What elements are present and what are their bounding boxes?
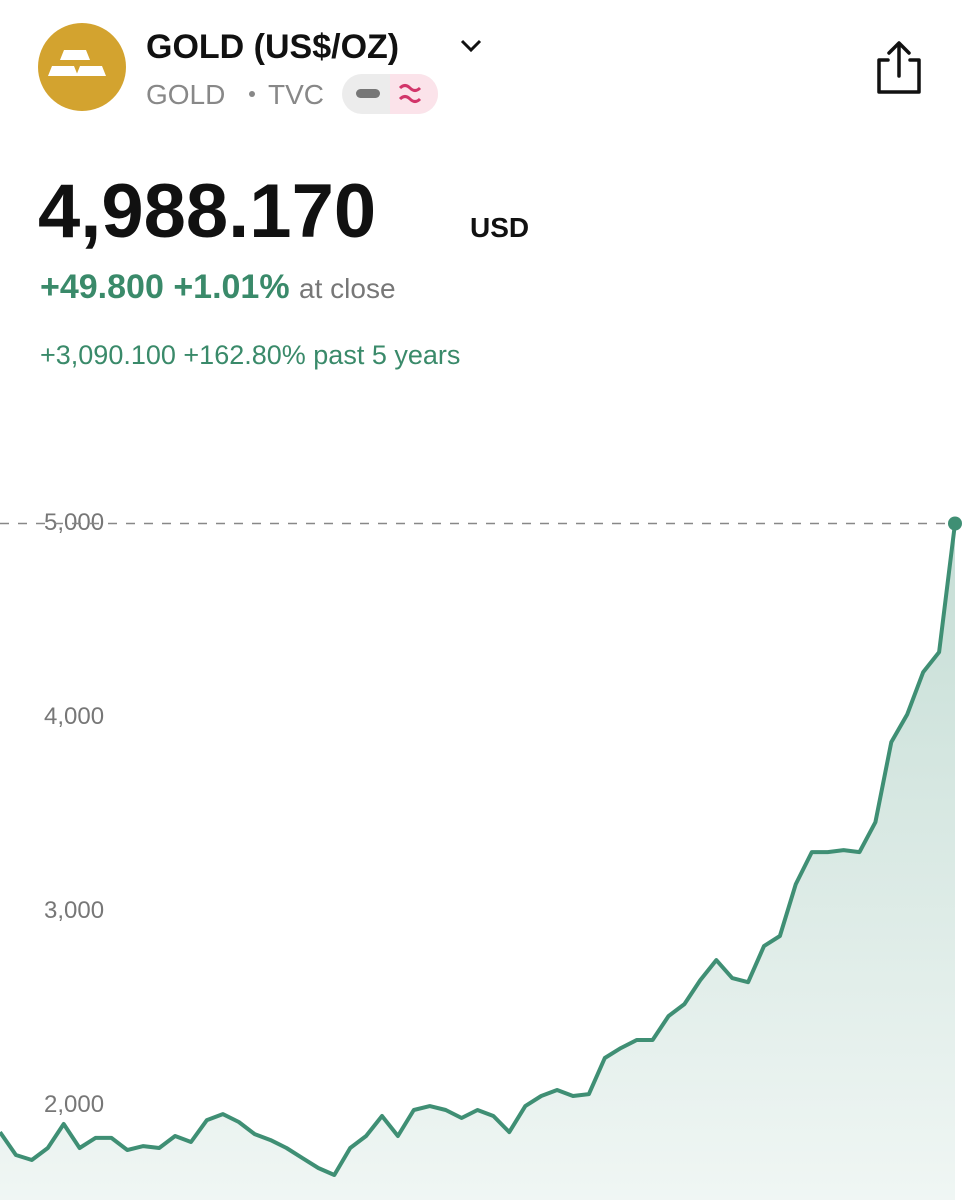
share-button[interactable] <box>877 41 921 94</box>
y-tick-label: 2,000 <box>44 1091 104 1118</box>
chevron[interactable] <box>460 39 482 53</box>
y-tick-label: 5,000 <box>44 509 104 536</box>
price: 4,988.170 <box>38 169 376 254</box>
currency: USD <box>470 212 529 243</box>
last-point <box>948 516 962 531</box>
period-change-percent: +162.80% <box>183 340 305 370</box>
change-percent: +1.01% <box>173 268 289 306</box>
status-pill[interactable] <box>342 74 438 114</box>
price-line <box>0 523 957 1177</box>
chart: 2,000 3,000 4,000 5,000 <box>0 509 962 1200</box>
area <box>0 523 955 1200</box>
gold-icon <box>38 23 126 111</box>
period-line: +3,090.100 +162.80% past 5 years <box>40 340 460 370</box>
status: at close <box>299 273 396 304</box>
separator <box>249 91 255 97</box>
period: past 5 years <box>313 340 460 370</box>
change: +49.800 <box>40 268 164 306</box>
exchange: TVC <box>268 79 324 110</box>
change-line: +49.800 +1.01% at close <box>40 268 396 306</box>
y-tick-label: 3,000 <box>44 897 104 924</box>
symbol: GOLD <box>146 79 225 110</box>
symbol-title[interactable]: GOLD (US$/OZ) <box>146 28 399 66</box>
y-tick-label: 4,000 <box>44 703 104 730</box>
period-change: +3,090.100 <box>40 340 176 370</box>
